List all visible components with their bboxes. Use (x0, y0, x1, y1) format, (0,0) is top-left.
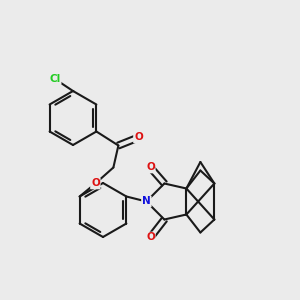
Text: O: O (91, 178, 100, 188)
Text: Cl: Cl (50, 74, 61, 84)
Text: O: O (146, 163, 155, 172)
Text: N: N (142, 196, 151, 206)
Text: O: O (134, 133, 143, 142)
Text: O: O (146, 232, 155, 242)
